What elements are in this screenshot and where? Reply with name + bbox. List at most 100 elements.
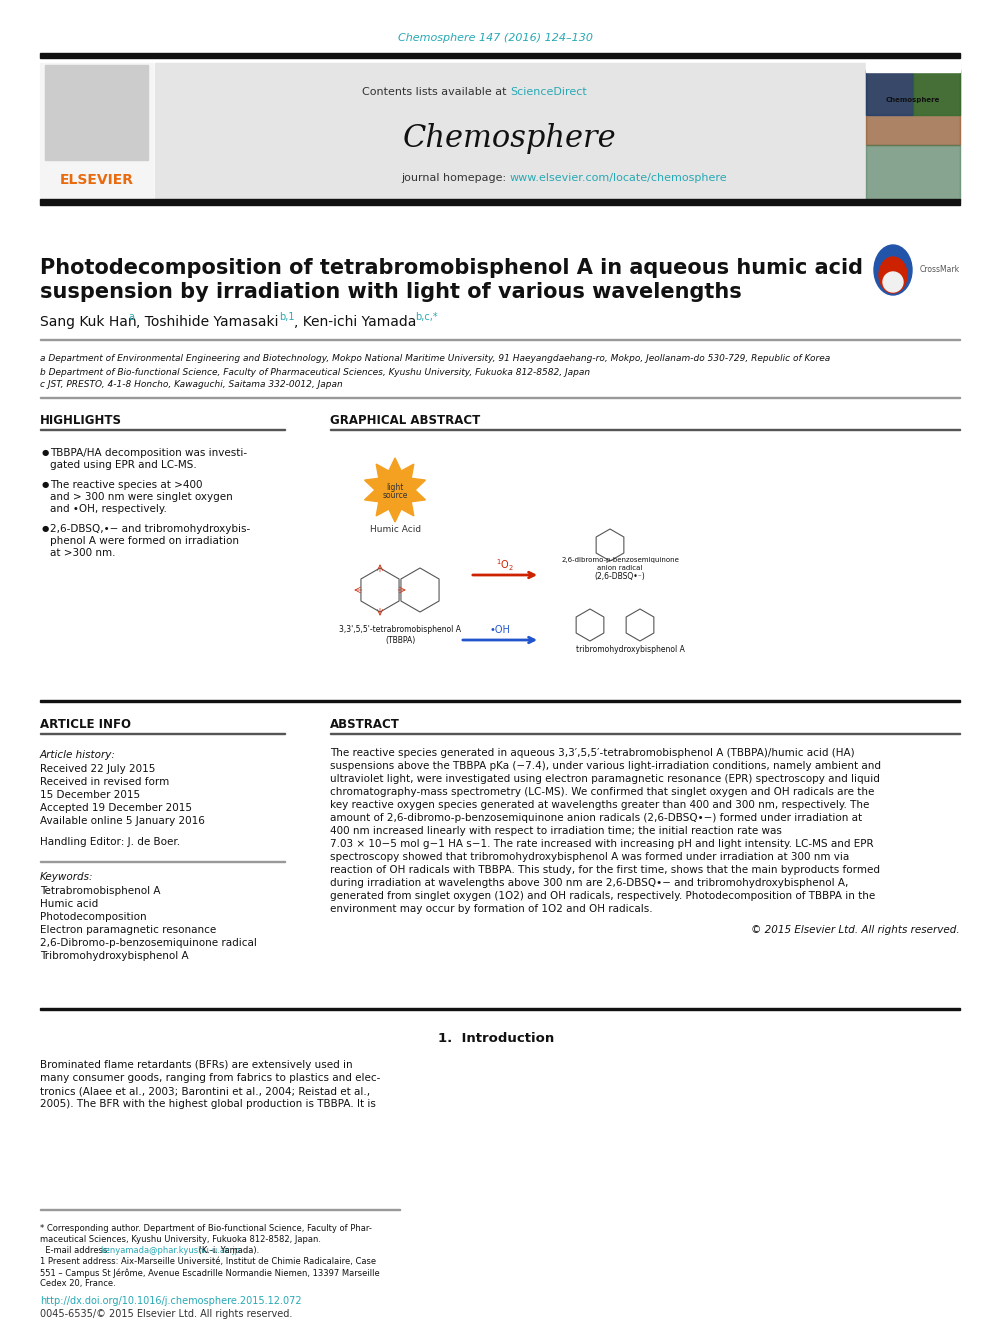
Text: Contents lists available at: Contents lists available at [362,87,510,97]
Text: http://dx.doi.org/10.1016/j.chemosphere.2015.12.072: http://dx.doi.org/10.1016/j.chemosphere.… [40,1297,302,1306]
Text: ELSEVIER: ELSEVIER [60,173,134,187]
Text: chromatography-mass spectrometry (LC-MS). We confirmed that singlet oxygen and O: chromatography-mass spectrometry (LC-MS)… [330,787,874,796]
Bar [155,64,865,200]
Text: TBBPA/HA decomposition was investi-: TBBPA/HA decomposition was investi- [50,448,247,458]
Text: environment may occur by formation of 1O2 and OH radicals.: environment may occur by formation of 1O… [330,904,653,914]
Text: Chemosphere: Chemosphere [886,97,940,103]
Text: Humic Acid: Humic Acid [370,525,422,534]
Text: gated using EPR and LC-MS.: gated using EPR and LC-MS. [50,460,196,470]
Text: 1.  Introduction: 1. Introduction [437,1032,555,1044]
Text: CrossMark: CrossMark [920,266,960,274]
Bar [45,65,148,160]
Text: 2005). The BFR with the highest global production is TBBPA. It is: 2005). The BFR with the highest global p… [40,1099,376,1109]
Text: GRAPHICAL ABSTRACT: GRAPHICAL ABSTRACT [330,414,480,426]
Text: Available online 5 January 2016: Available online 5 January 2016 [40,816,205,826]
Text: Electron paramagnetic resonance: Electron paramagnetic resonance [40,925,216,935]
Text: ●: ● [42,480,50,490]
Text: tribromohydroxybisphenol A: tribromohydroxybisphenol A [575,646,684,655]
Text: 1 Present address: Aix-Marseille Université, Institut de Chimie Radicalaire, Cas: 1 Present address: Aix-Marseille Univers… [40,1257,376,1266]
Text: Keywords:: Keywords: [40,872,93,882]
Text: Chemosphere 147 (2016) 124–130: Chemosphere 147 (2016) 124–130 [399,33,593,44]
Text: source: source [382,491,408,500]
Text: ●: ● [42,524,50,533]
Text: 2,6-DBSQ,•− and tribromohydroxybis-: 2,6-DBSQ,•− and tribromohydroxybis- [50,524,250,534]
Text: Sang Kuk Han: Sang Kuk Han [40,315,137,329]
Text: , Toshihide Yamasaki: , Toshihide Yamasaki [136,315,279,329]
Text: ●: ● [42,448,50,456]
Polygon shape [365,458,426,523]
Text: 3,3',5,5'-tetrabromobisphenol A: 3,3',5,5'-tetrabromobisphenol A [339,626,461,635]
Text: phenol A were formed on irradiation: phenol A were formed on irradiation [50,536,239,546]
Text: b,1: b,1 [279,312,295,321]
Text: during irradiation at wavelengths above 300 nm are 2,6-DBSQ•− and tribromohydrox: during irradiation at wavelengths above … [330,878,848,888]
Text: 0045-6535/© 2015 Elsevier Ltd. All rights reserved.: 0045-6535/© 2015 Elsevier Ltd. All right… [40,1308,293,1319]
Text: Humic acid: Humic acid [40,900,98,909]
Text: Photodecomposition of tetrabromobisphenol A in aqueous humic acid: Photodecomposition of tetrabromobispheno… [40,258,863,278]
Bar [913,70,960,115]
Text: $^1$O$_2$: $^1$O$_2$ [496,557,514,573]
Text: (TBBPA): (TBBPA) [385,635,415,644]
Text: Accepted 19 December 2015: Accepted 19 December 2015 [40,803,192,814]
Text: light: light [386,483,404,492]
Bar [40,1008,960,1009]
Text: a: a [128,312,134,321]
Text: tronics (Alaee et al., 2003; Barontini et al., 2004; Reistad et al.,: tronics (Alaee et al., 2003; Barontini e… [40,1086,370,1095]
Text: * Corresponding author. Department of Bio-functional Science, Faculty of Phar-: * Corresponding author. Department of Bi… [40,1224,372,1233]
Text: , Ken-ichi Yamada: , Ken-ichi Yamada [294,315,417,329]
Text: •OH: •OH [490,624,511,635]
Text: anion radical: anion radical [597,565,643,572]
Text: Received 22 July 2015: Received 22 July 2015 [40,763,156,774]
Bar [866,70,960,146]
Text: many consumer goods, ranging from fabrics to plastics and elec-: many consumer goods, ranging from fabric… [40,1073,380,1084]
Ellipse shape [874,245,912,295]
Text: maceutical Sciences, Kyushu University, Fukuoka 812-8582, Japan.: maceutical Sciences, Kyushu University, … [40,1234,321,1244]
Text: suspensions above the TBBPA pKa (−7.4), under various light-irradiation conditio: suspensions above the TBBPA pKa (−7.4), … [330,761,881,771]
Bar [866,146,960,200]
Text: at >300 nm.: at >300 nm. [50,548,115,558]
Text: The reactive species at >400: The reactive species at >400 [50,480,202,490]
Text: a Department of Environmental Engineering and Biotechnology, Mokpo National Mari: a Department of Environmental Engineerin… [40,355,830,363]
Text: 551 – Campus St Jérôme, Avenue Escadrille Normandie Niemen, 13397 Marseille: 551 – Campus St Jérôme, Avenue Escadrill… [40,1267,380,1278]
Text: E-mail address:: E-mail address: [40,1246,113,1256]
Bar [866,64,960,200]
Text: spectroscopy showed that tribromohydroxybisphenol A was formed under irradiation: spectroscopy showed that tribromohydroxy… [330,852,849,863]
Text: and •OH, respectively.: and •OH, respectively. [50,504,167,515]
Text: ScienceDirect: ScienceDirect [510,87,586,97]
Text: © 2015 Elsevier Ltd. All rights reserved.: © 2015 Elsevier Ltd. All rights reserved… [751,925,960,935]
Text: The reactive species generated in aqueous 3,3′,5,5′-tetrabromobisphenol A (TBBPA: The reactive species generated in aqueou… [330,747,855,758]
Text: Cedex 20, France.: Cedex 20, France. [40,1279,116,1289]
Text: b Department of Bio-functional Science, Faculty of Pharmaceutical Sciences, Kyus: b Department of Bio-functional Science, … [40,368,590,377]
Text: 7.03 × 10−5 mol g−1 HA s−1. The rate increased with increasing pH and light inte: 7.03 × 10−5 mol g−1 HA s−1. The rate inc… [330,839,874,849]
Text: (K.-i. Yamada).: (K.-i. Yamada). [195,1246,259,1256]
Text: suspension by irradiation with light of various wavelengths: suspension by irradiation with light of … [40,282,742,302]
Text: HIGHLIGHTS: HIGHLIGHTS [40,414,122,426]
Bar [866,70,913,115]
Text: 15 December 2015: 15 December 2015 [40,790,140,800]
Text: journal homepage:: journal homepage: [402,173,510,183]
Text: kenyamada@phar.kyushu-u.ac.jp: kenyamada@phar.kyushu-u.ac.jp [100,1246,240,1256]
Text: reaction of OH radicals with TBBPA. This study, for the first time, shows that t: reaction of OH radicals with TBBPA. This… [330,865,880,875]
Ellipse shape [879,257,907,292]
Text: Chemosphere: Chemosphere [403,123,617,153]
Text: (2,6-DBSQ•⁻): (2,6-DBSQ•⁻) [594,572,646,581]
Text: Tribromohydroxybisphenol A: Tribromohydroxybisphenol A [40,951,188,960]
Text: Photodecomposition: Photodecomposition [40,912,147,922]
Text: 2,6-Dibromo-p-benzosemiquinone radical: 2,6-Dibromo-p-benzosemiquinone radical [40,938,257,949]
Bar [866,60,960,71]
Text: ARTICLE INFO: ARTICLE INFO [40,717,131,730]
Bar [40,198,960,205]
Text: amount of 2,6-dibromo-p-benzosemiquinone anion radicals (2,6-DBSQ•−) formed unde: amount of 2,6-dibromo-p-benzosemiquinone… [330,814,862,823]
Text: Brominated flame retardants (BFRs) are extensively used in: Brominated flame retardants (BFRs) are e… [40,1060,352,1070]
Text: b,c,*: b,c,* [415,312,437,321]
Text: generated from singlet oxygen (1O2) and OH radicals, respectively. Photodecompos: generated from singlet oxygen (1O2) and … [330,890,875,901]
Text: Received in revised form: Received in revised form [40,777,170,787]
Text: Article history:: Article history: [40,750,116,759]
Bar [40,700,960,703]
Text: ultraviolet light, were investigated using electron paramagnetic resonance (EPR): ultraviolet light, were investigated usi… [330,774,880,785]
Text: and > 300 nm were singlet oxygen: and > 300 nm were singlet oxygen [50,492,233,501]
Bar [40,53,960,58]
Ellipse shape [883,273,903,292]
Bar [40,64,153,200]
Text: 2,6-dibromo-p-benzosemiquinone: 2,6-dibromo-p-benzosemiquinone [561,557,679,564]
Text: 400 nm increased linearly with respect to irradiation time; the initial reaction: 400 nm increased linearly with respect t… [330,826,782,836]
